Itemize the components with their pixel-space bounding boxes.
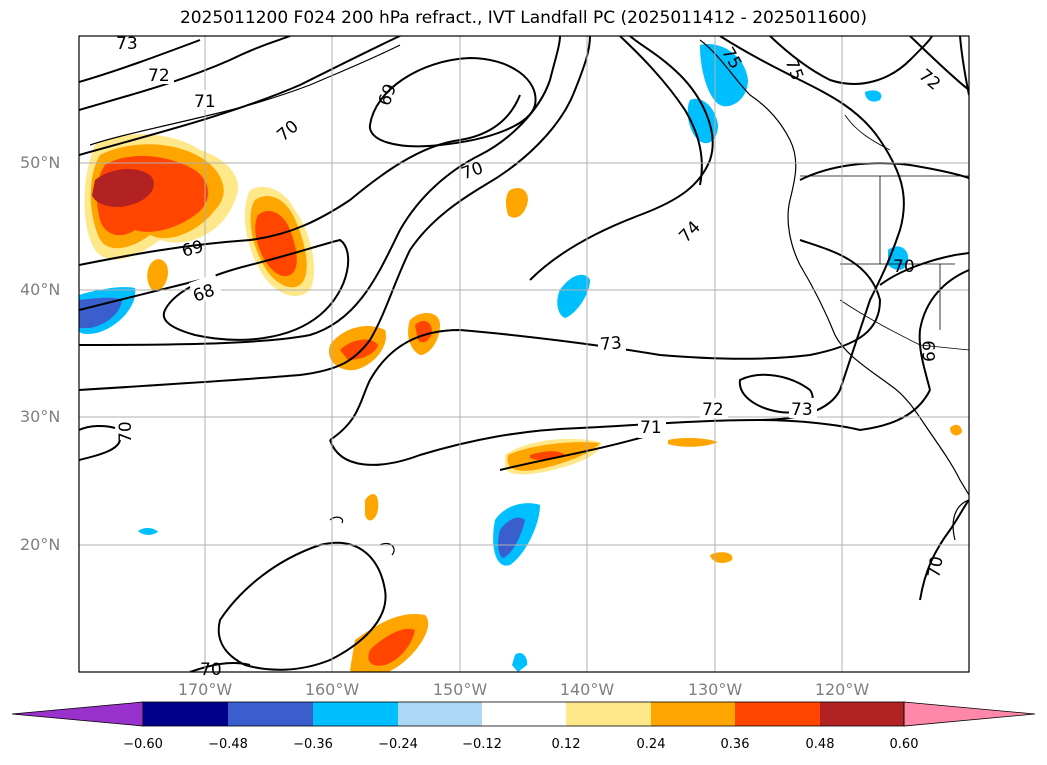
contour-labels: 73 72 71 70 69 68 70 69 70 74 75 75 72 7… [112,33,948,680]
contour-label: 72 [148,66,170,86]
colorbar-tick: 0.60 [889,737,919,752]
lon-label: 170°W [177,680,233,699]
political-borders [800,114,969,351]
contour-label: 69 [375,81,401,108]
contour-label: 70 [924,555,947,580]
colorbar [11,701,1036,727]
lon-label: 150°W [432,680,488,699]
shaded-field [79,44,962,672]
colorbar-tick: 0.36 [720,737,750,752]
colorbar-tick: −0.36 [293,737,333,752]
lon-label: 140°W [559,680,615,699]
contour-label: 69 [920,340,940,362]
contour-label: 71 [194,92,216,112]
lon-label: 160°W [304,680,360,699]
map-border [78,35,970,673]
colorbar-extend-high [903,701,1036,727]
contour-label: 71 [640,418,662,438]
lat-label: 30°N [20,407,61,426]
contour-label: 70 [459,158,486,184]
colorbar-extend-low [11,701,144,727]
colorbar-tick: −0.48 [208,737,248,752]
contour-label: 70 [116,421,136,443]
positive-anomaly-patch [92,168,154,207]
lat-lon-grid [79,36,969,672]
contour-label: 70 [273,117,302,146]
colorbar-tick: 0.12 [551,737,581,752]
contour-label: 70 [893,257,915,277]
coastlines [89,39,969,556]
contour-label: 73 [116,34,138,54]
contour-label: 73 [599,333,622,355]
lon-label: 120°W [814,680,870,699]
contour-label: 69 [180,237,206,262]
lat-label: 40°N [20,280,61,299]
colorbar-tick: −0.24 [378,737,418,752]
lat-label: 20°N [20,535,61,554]
lon-label: 130°W [687,680,743,699]
contour-label: 73 [791,400,813,420]
contour-label: 72 [702,400,724,420]
contour-label: 72 [915,65,944,94]
contour-label: 75 [781,56,807,83]
contour-label: 74 [675,217,704,246]
contour-label: 70 [200,660,222,680]
colorbar-tick: −0.60 [123,737,163,752]
refractivity-contours [79,36,969,672]
colorbar-tick: 0.24 [636,737,666,752]
colorbar-tick: 0.48 [805,737,835,752]
colorbar-tick: −0.12 [462,737,502,752]
lat-label: 50°N [20,153,61,172]
positive-anomaly-patch [255,210,297,277]
map-title: 2025011200 F024 200 hPa refract., IVT La… [179,8,867,28]
